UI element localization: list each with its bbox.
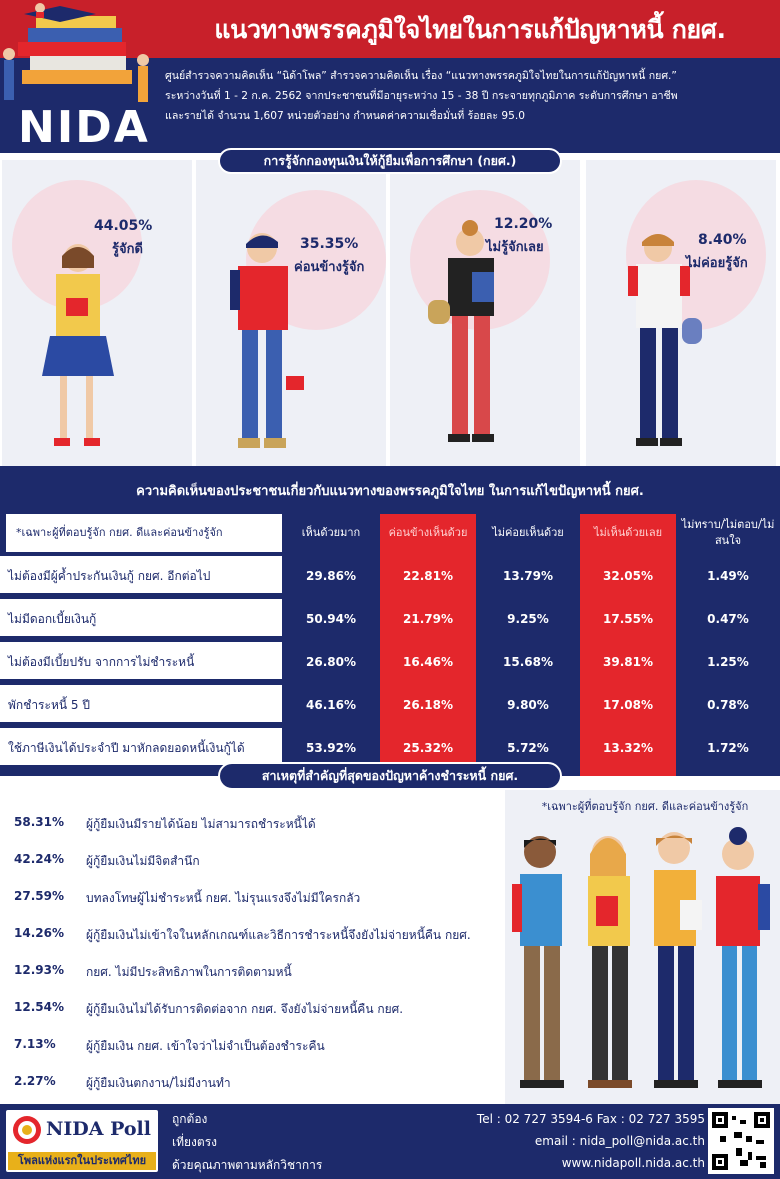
table-cell: 15.68% (503, 655, 553, 669)
nida-seal-icon (13, 1116, 41, 1144)
table-cell: 1.49% (707, 569, 749, 583)
column-header: เห็นด้วยมาก (301, 526, 361, 539)
column-header: ไม่ทราบ/ไม่ตอบ/ไม่สนใจ (681, 518, 775, 547)
table-cell: 39.81% (603, 655, 653, 669)
awareness-label: ไม่รู้จักเลย (486, 240, 544, 255)
contact-email[interactable]: email : nida_poll@nida.ac.th (534, 1134, 705, 1148)
survey-intro: ศูนย์สำรวจความคิดเห็น “นิด้าโพล” สำรวจคว… (165, 66, 765, 126)
table-cell: 50.94% (306, 612, 356, 626)
student-girl-illustration (42, 244, 114, 446)
reasons-list-bg (0, 790, 500, 1104)
table-cell: 32.05% (603, 569, 653, 583)
awareness-card: 12.20% ไม่รู้จักเลย (390, 160, 580, 466)
table-cell: 26.80% (306, 655, 356, 669)
reason-text: กยศ. ไม่มีประสิทธิภาพในการติดตามหนี้ (86, 965, 292, 979)
intro-line: ศูนย์สำรวจความคิดเห็น “นิด้าโพล” สำรวจคว… (165, 70, 677, 82)
contact-website[interactable]: www.nidapoll.nida.ac.th (561, 1156, 705, 1170)
student-girl-illustration (428, 220, 494, 442)
table-cell: 1.25% (707, 655, 749, 669)
row-label: ใช้ภาษีเงินได้ประจำปี มาหักลดยอดหนี้เงิน… (0, 728, 282, 768)
header-bar (0, 0, 780, 58)
brand-name: NIDA Poll (46, 1118, 151, 1140)
table-cell: 17.08% (603, 698, 653, 712)
intro-line: และรายได้ จำนวน 1,607 หน่วยตัวอย่าง กำหน… (165, 110, 525, 122)
reason-pct: 14.26% (14, 926, 64, 940)
table-cell: 1.72% (707, 741, 749, 755)
awareness-pct: 44.05% (94, 218, 153, 234)
table-cell: 22.81% (403, 569, 453, 583)
students-group-illustration (512, 827, 770, 1088)
table-cell: 13.79% (503, 569, 553, 583)
table-cell: 5.72% (507, 741, 549, 755)
student-boy-illustration (230, 233, 304, 448)
nida-logo: NIDA (18, 102, 150, 153)
brand-tagline: โพลแห่งแรกในประเทศไทย (8, 1152, 156, 1170)
reason-pct: 42.24% (14, 852, 64, 866)
awareness-section: 44.05% รู้จักดี 35.35% ค่อนข้างรู้จัก (0, 160, 780, 466)
awareness-title: การรู้จักกองทุนเงินให้กู้ยืมเพื่อการศึกษ… (218, 148, 562, 174)
student-boy-illustration (628, 234, 702, 446)
page-title: แนวทางพรรคภูมิใจไทยในการแก้ปัญหาหนี้ กยศ… (214, 15, 726, 44)
contact-phone: Tel : 02 727 3594-6 Fax : 02 727 3595 (476, 1112, 705, 1126)
slogan-line: เที่ยงตรง (172, 1135, 217, 1149)
reason-text: ผู้กู้ยืมเงินไม่ได้รับการติดต่อจาก กยศ. … (86, 1002, 404, 1016)
reason-pct: 58.31% (14, 815, 64, 829)
awareness-label: ค่อนข้างรู้จัก (294, 260, 365, 275)
awareness-card: 44.05% รู้จักดี (2, 160, 192, 466)
awareness-card: 35.35% ค่อนข้างรู้จัก (196, 160, 386, 466)
table-cell: 25.32% (403, 741, 453, 755)
table-cell: 21.79% (403, 612, 453, 626)
reason-pct: 2.27% (14, 1074, 56, 1088)
awareness-label: ไม่ค่อยรู้จัก (686, 256, 748, 271)
column-header: ค่อนข้างเห็นด้วย (388, 526, 468, 539)
table-cell: 13.32% (603, 741, 653, 755)
reason-text: ผู้กู้ยืมเงินไม่มีจิตสำนึก (86, 854, 200, 868)
reasons-title: สาเหตุที่สำคัญที่สุดของปัญหาค้างชำระหนี้… (218, 762, 562, 790)
row-label: พักชำระหนี้ 5 ปี (0, 685, 282, 725)
reason-text: ผู้กู้ยืมเงินตกงาน/ไม่มีงานทำ (86, 1076, 231, 1090)
table-cell: 9.80% (507, 698, 549, 712)
table-cell: 46.16% (306, 698, 356, 712)
row-label: ไม่ต้องมีผู้ค้ำประกันเงินกู้ กยศ. อีกต่อ… (0, 556, 282, 596)
highlight-column (380, 514, 476, 776)
awareness-pct: 35.35% (300, 236, 359, 252)
reason-pct: 7.13% (14, 1037, 56, 1051)
intro-line: ระหว่างวันที่ 1 - 2 ก.ค. 2562 จากประชาชน… (165, 90, 678, 102)
table-cell: 16.46% (403, 655, 453, 669)
slogan-line: ถูกต้อง (172, 1112, 208, 1126)
highlight-column (580, 514, 676, 776)
table-cell: 53.92% (306, 741, 356, 755)
awareness-pct: 8.40% (698, 232, 747, 248)
reason-text: บทลงโทษผู้ไม่ชำระหนี้ กยศ. ไม่รุนแรงจึงไ… (86, 891, 361, 905)
table-cell: 17.55% (603, 612, 653, 626)
row-label: ไม่ต้องมีเบี้ยปรับ จากการไม่ชำระหนี้ (0, 642, 282, 682)
awareness-pct: 12.20% (494, 216, 553, 232)
column-header: ไม่เห็นด้วยเลย (593, 526, 663, 539)
table-cell: 29.86% (306, 569, 356, 583)
table-note: *เฉพาะผู้ที่ตอบรู้จัก กยศ. ดีและค่อนข้าง… (6, 514, 282, 552)
reason-text: ผู้กู้ยืมเงินมีรายได้น้อย ไม่สามารถชำระห… (86, 817, 316, 831)
reason-text: ผู้กู้ยืมเงินไม่เข้าใจในหลักเกณฑ์และวิธี… (86, 928, 471, 942)
reasons-note: *เฉพาะผู้ที่ตอบรู้จัก กยศ. ดีและค่อนข้าง… (541, 800, 749, 813)
table-cell: 9.25% (507, 612, 549, 626)
table-cell: 0.78% (707, 698, 749, 712)
table-cell: 0.47% (707, 612, 749, 626)
row-label: ไม่มีดอกเบี้ยเงินกู้ (0, 599, 282, 639)
qr-code-icon[interactable] (708, 1108, 774, 1174)
books-illustration (3, 3, 149, 102)
opinion-title: ความคิดเห็นของประชาชนเกี่ยวกับแนวทางของพ… (136, 484, 644, 499)
column-header: ไม่ค่อยเห็นด้วย (492, 526, 564, 539)
table-cell: 26.18% (403, 698, 453, 712)
reason-pct: 12.54% (14, 1000, 64, 1014)
awareness-label: รู้จักดี (112, 242, 143, 257)
awareness-card: 8.40% ไม่ค่อยรู้จัก (586, 160, 776, 466)
slogan-line: ด้วยคุณภาพตามหลักวิชาการ (172, 1158, 323, 1172)
reason-pct: 12.93% (14, 963, 64, 977)
reason-pct: 27.59% (14, 889, 64, 903)
reason-text: ผู้กู้ยืมเงิน กยศ. เข้าใจว่าไม่จำเป็นต้อ… (86, 1039, 325, 1053)
